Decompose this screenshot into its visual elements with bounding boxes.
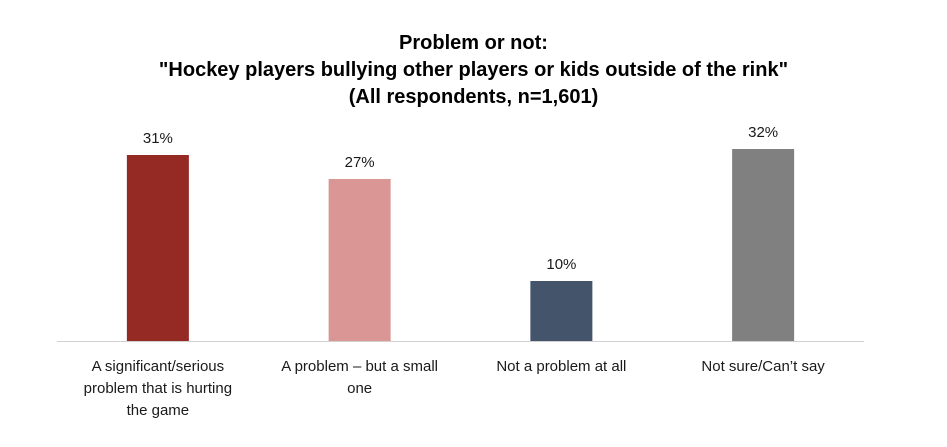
- chart-title-line-2: "Hockey players bullying other players o…: [158, 59, 789, 81]
- bar-1: [126, 155, 189, 341]
- chart-title-line-1: Problem or not:: [399, 32, 548, 54]
- bar-4: [732, 149, 795, 341]
- data-label-2: 27%: [345, 154, 375, 171]
- data-label-3: 10%: [546, 256, 576, 273]
- category-label-3: Not a problem at all: [496, 358, 626, 375]
- category-label-1: A significant/serious problem that is hur…: [84, 358, 232, 419]
- category-label-2: A problem – but a small one: [281, 358, 438, 397]
- data-label-1: 31%: [143, 130, 173, 147]
- bar-3: [530, 281, 593, 341]
- category-label-4: Not sure/Can’t say: [701, 358, 825, 375]
- bar-2: [328, 179, 391, 341]
- chart-title: Problem or not: "Hockey players bullying…: [0, 30, 947, 111]
- data-label-4: 32%: [748, 124, 778, 141]
- chart-title-line-3: (All respondents, n=1,601): [348, 86, 599, 108]
